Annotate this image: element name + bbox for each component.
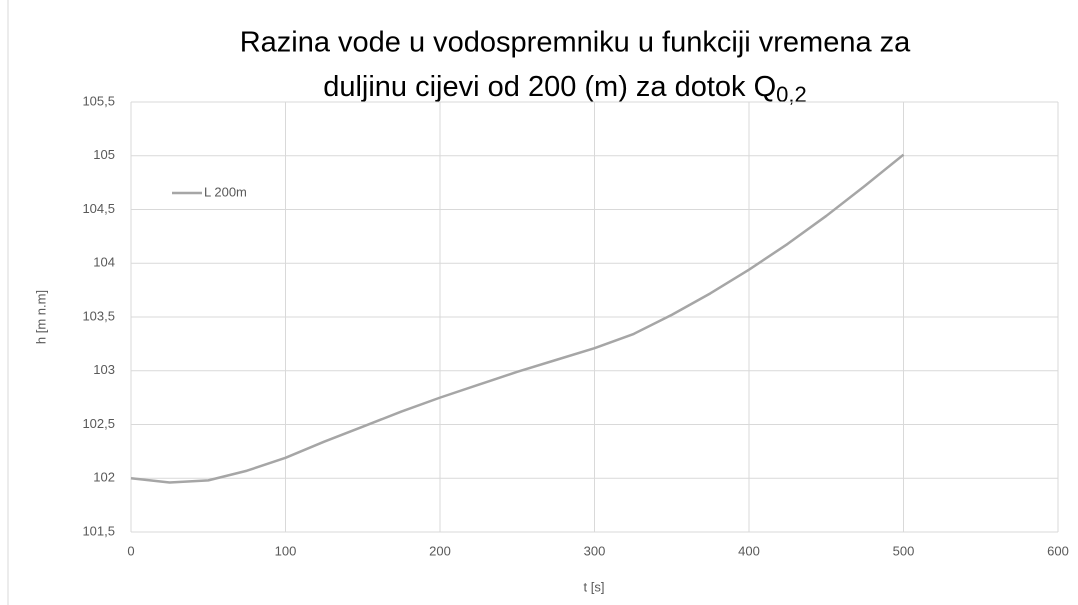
y-tick-label: 102,5 <box>82 416 115 431</box>
y-tick-label: 102 <box>93 470 115 485</box>
x-tick-label: 400 <box>738 543 760 558</box>
legend-label: L 200m <box>204 184 247 199</box>
chart-title: duljinu cijevi od 200 (m) za dotok Q0,2 <box>323 71 807 107</box>
y-tick-label: 105,5 <box>82 93 115 108</box>
x-tick-label: 0 <box>127 543 134 558</box>
chart-title: duljinu cijevi od 200 (m) za dotok Q <box>323 71 776 103</box>
x-tick-label: 100 <box>275 543 297 558</box>
chart-title-subscript: 0,2 <box>776 82 807 107</box>
y-tick-label: 101,5 <box>82 523 115 538</box>
x-tick-label: 300 <box>584 543 606 558</box>
y-tick-label: 104 <box>93 255 115 270</box>
y-tick-label: 103 <box>93 362 115 377</box>
y-axis-label: h [m n.m] <box>33 290 48 344</box>
data-line <box>130 153 905 484</box>
x-tick-label: 600 <box>1047 543 1069 558</box>
x-axis-label: t [s] <box>584 579 605 594</box>
y-tick-label: 105 <box>93 147 115 162</box>
x-tick-label: 500 <box>893 543 915 558</box>
y-tick-label: 104,5 <box>82 201 115 216</box>
x-tick-label: 200 <box>429 543 451 558</box>
y-tick-label: 103,5 <box>82 308 115 323</box>
chart-title: Razina vode u vodospremniku u funkciji v… <box>240 27 911 59</box>
